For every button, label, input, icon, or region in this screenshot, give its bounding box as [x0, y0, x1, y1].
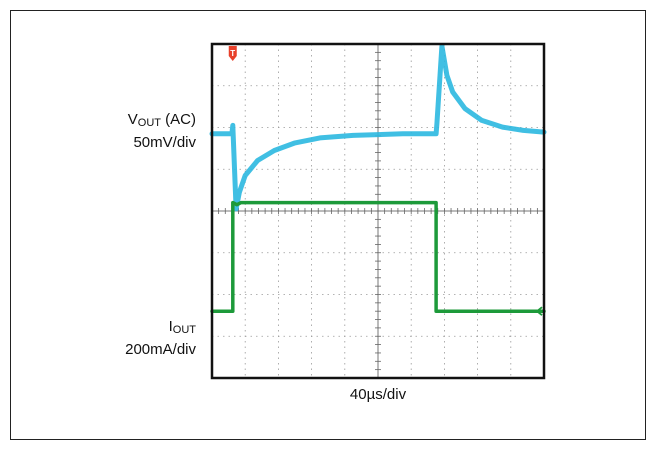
vout-channel-label: VOUT (AC) 50mV/div: [80, 110, 196, 152]
figure-frame: [10, 10, 646, 440]
trigger-marker-label: T: [230, 49, 235, 58]
vout-trace: [209, 43, 547, 212]
scope-border: [210, 42, 546, 380]
iout-scale: 200mA/div: [125, 341, 196, 358]
channel-level-marker-icon: [535, 306, 543, 316]
iout-name: IOUT: [168, 318, 196, 336]
iout-channel-label: IOUT 200mA/div: [80, 317, 196, 359]
vout-scale: 50mV/div: [133, 134, 196, 151]
vout-name: VOUT (AC): [127, 111, 196, 129]
iout-trace: [210, 200, 546, 313]
time-scale-label: 40µs/div: [349, 386, 407, 403]
trigger-marker-icon: [228, 46, 237, 61]
